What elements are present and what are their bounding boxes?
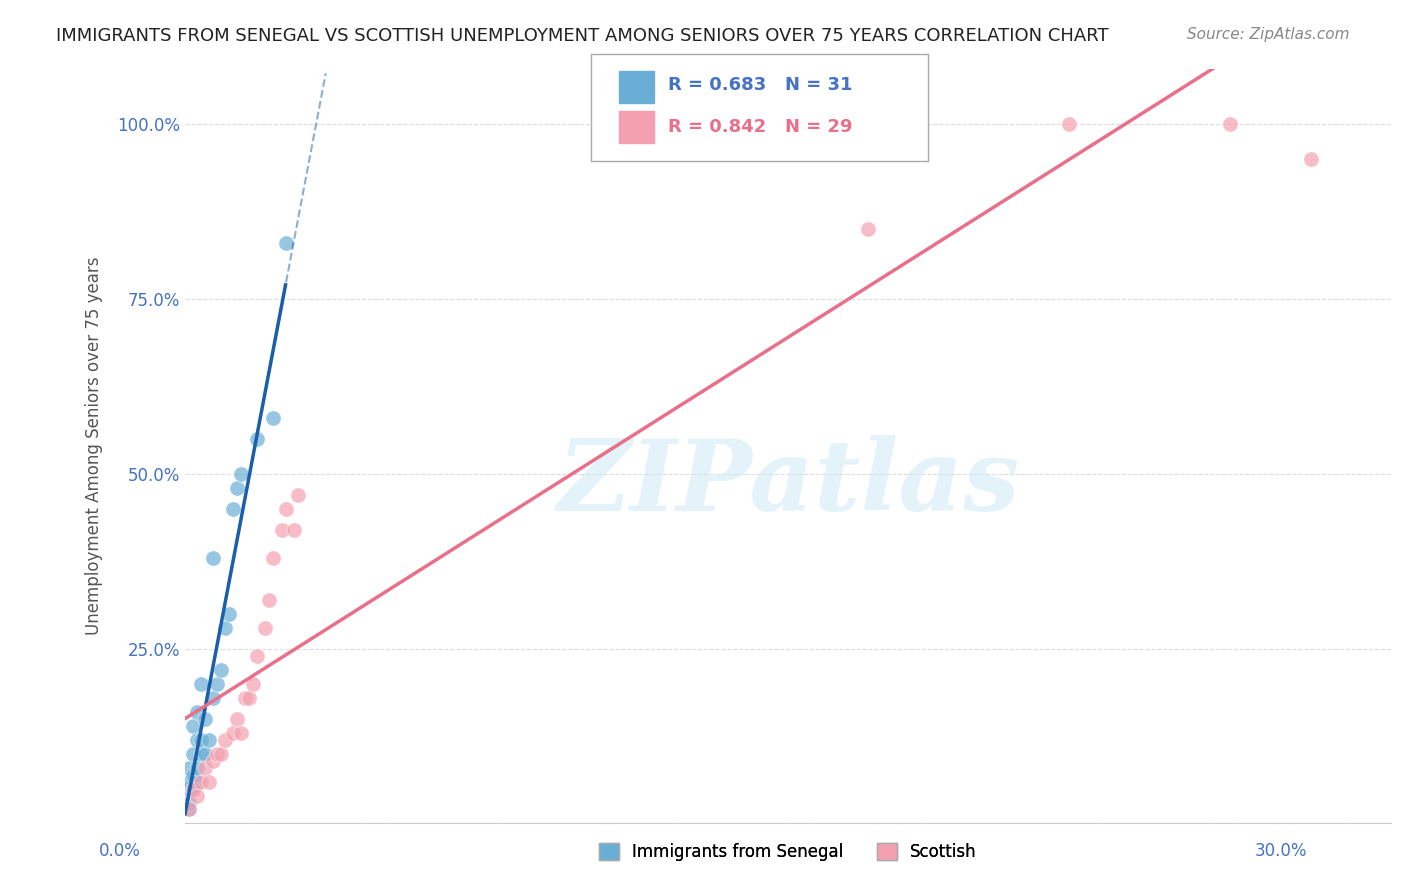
Point [202,690,225,705]
Point [263,411,285,425]
Point [270,523,292,537]
Point [218,607,240,621]
Point [194,712,217,726]
Point [177,796,200,810]
Point [186,705,208,719]
Point [209,663,232,677]
Point [259,592,281,607]
Point [858,222,880,236]
Point [177,760,200,774]
Point [202,754,225,768]
Point [246,648,269,663]
Point [181,718,204,732]
Point [226,712,249,726]
Point [1219,118,1241,132]
Point [226,481,249,495]
Point [274,236,297,251]
Point [283,523,305,537]
Point [254,621,277,635]
Point [1299,153,1322,167]
Point [186,732,208,747]
Point [202,550,225,565]
Point [186,760,208,774]
Text: IMMIGRANTS FROM SENEGAL VS SCOTTISH UNEMPLOYMENT AMONG SENIORS OVER 75 YEARS COR: IMMIGRANTS FROM SENEGAL VS SCOTTISH UNEM… [56,27,1109,45]
Point [194,747,217,761]
Point [177,803,200,817]
Text: 30.0%: 30.0% [1256,842,1308,860]
Point [214,732,236,747]
Point [190,774,212,789]
Point [222,502,245,516]
Text: R = 0.683   N = 31: R = 0.683 N = 31 [668,76,852,94]
Point [287,488,309,502]
Point [222,725,245,739]
Text: ZIPatlas: ZIPatlas [557,435,1019,532]
Text: 0.0%: 0.0% [98,842,141,860]
Y-axis label: Unemployment Among Seniors over 75 years: Unemployment Among Seniors over 75 years [86,257,103,635]
Point [231,725,253,739]
Point [235,690,257,705]
Point [242,676,264,690]
Text: Source: ZipAtlas.com: Source: ZipAtlas.com [1187,27,1350,42]
Point [198,732,221,747]
Point [181,747,204,761]
Point [231,467,253,481]
Point [205,747,228,761]
Point [1059,118,1081,132]
Point [194,760,217,774]
Point [190,732,212,747]
Point [274,502,297,516]
Point [214,621,236,635]
Point [177,774,200,789]
Point [181,767,204,781]
Point [177,803,200,817]
Point [263,550,285,565]
Point [181,781,204,796]
Point [238,690,260,705]
Text: R = 0.842   N = 29: R = 0.842 N = 29 [668,118,852,136]
Point [190,747,212,761]
Point [181,781,204,796]
Point [198,774,221,789]
Point [186,774,208,789]
Point [190,676,212,690]
Point [737,145,759,160]
Point [209,747,232,761]
Point [246,432,269,446]
Point [186,789,208,803]
Legend: Immigrants from Senegal, Scottish: Immigrants from Senegal, Scottish [592,837,984,868]
Point [205,676,228,690]
Point [177,781,200,796]
